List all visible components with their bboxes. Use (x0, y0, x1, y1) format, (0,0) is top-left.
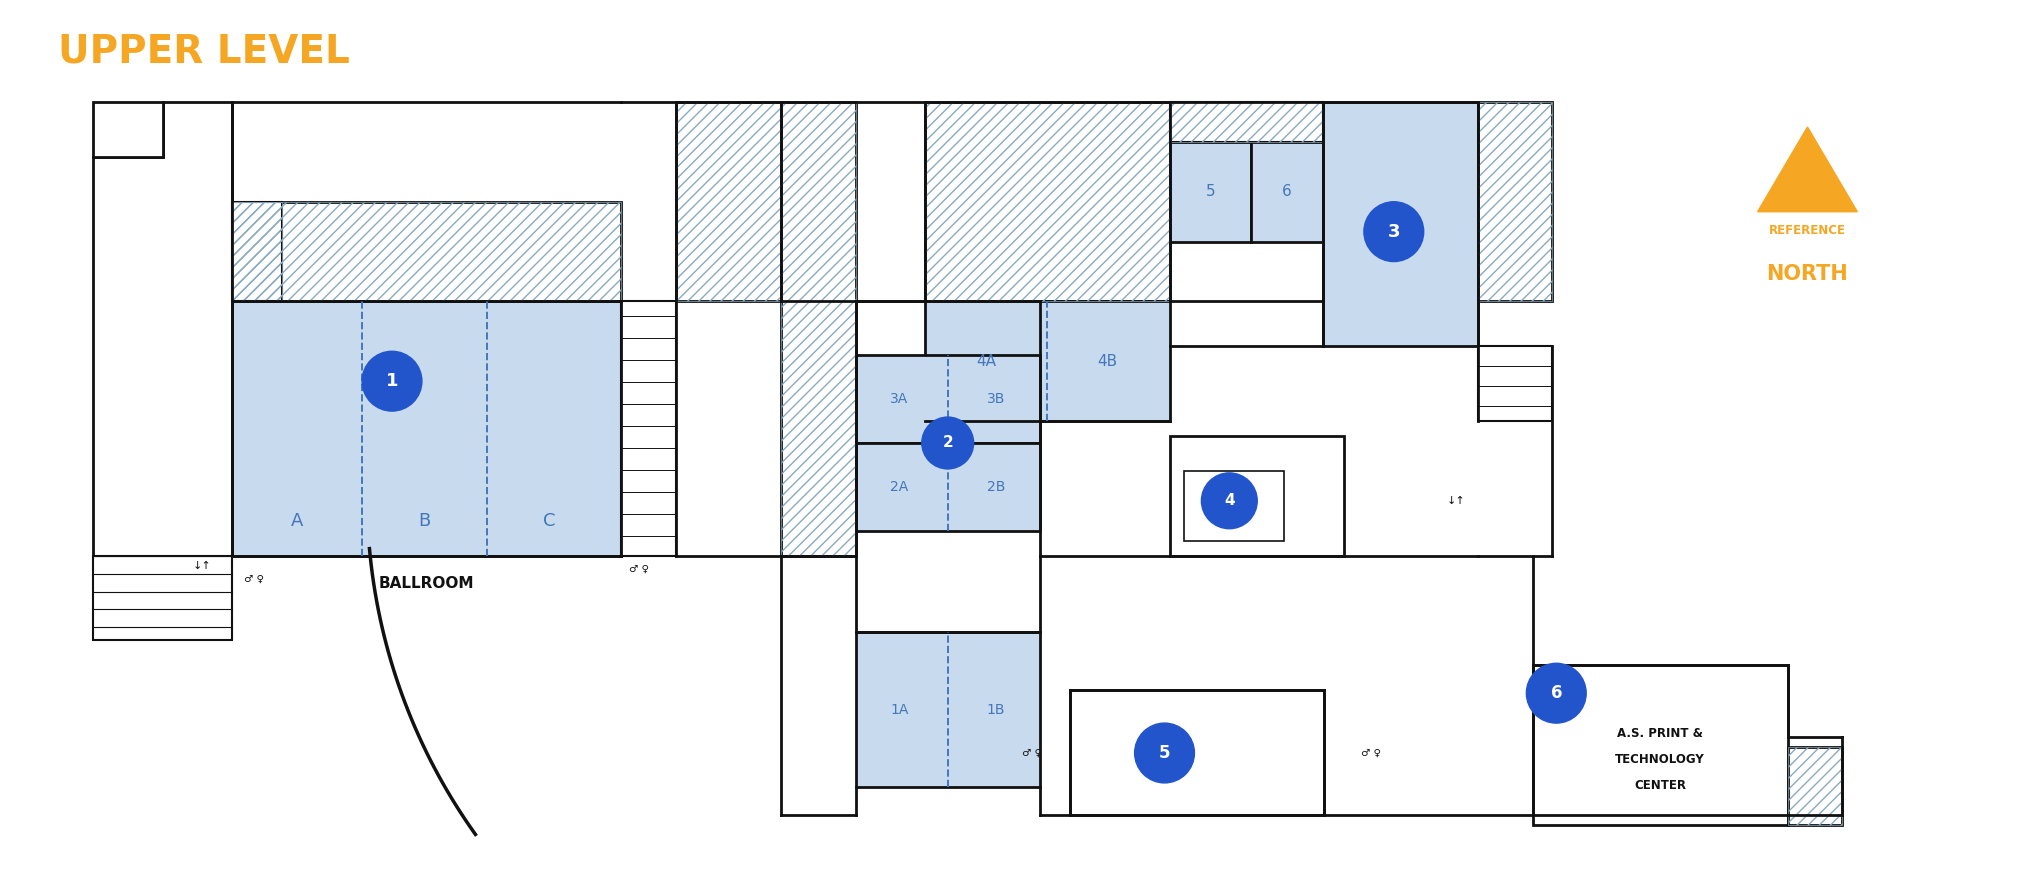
Bar (1070, 690, 1324, 815)
Circle shape (361, 351, 422, 411)
Circle shape (1202, 473, 1257, 529)
Text: UPPER LEVEL: UPPER LEVEL (59, 32, 349, 70)
Bar (1183, 471, 1285, 540)
Bar (1324, 102, 1478, 346)
Bar (1169, 102, 1324, 142)
Bar (1478, 102, 1553, 301)
Bar (676, 102, 782, 301)
Bar (233, 201, 282, 301)
Text: 3: 3 (1389, 223, 1401, 241)
Bar (676, 102, 782, 301)
Text: 3B: 3B (987, 392, 1005, 406)
Text: 2B: 2B (987, 480, 1005, 494)
Text: ♂ ♀: ♂ ♀ (1360, 748, 1380, 758)
Text: ↓↑: ↓↑ (193, 561, 211, 570)
Bar (1788, 747, 1843, 825)
Text: ♂ ♀: ♂ ♀ (629, 563, 650, 574)
Text: 2A: 2A (891, 480, 909, 494)
Text: 5: 5 (1159, 744, 1169, 762)
Text: ↓↑: ↓↑ (1445, 496, 1466, 505)
Text: 4: 4 (1224, 493, 1234, 508)
Text: 1B: 1B (987, 703, 1005, 717)
Bar (855, 632, 1039, 787)
Text: A.S. PRINT &: A.S. PRINT & (1618, 727, 1703, 740)
Polygon shape (1478, 346, 1553, 421)
Polygon shape (93, 102, 233, 555)
Text: 3A: 3A (891, 392, 909, 406)
Text: 6: 6 (1551, 684, 1561, 703)
Text: B: B (418, 512, 430, 530)
Text: A: A (290, 512, 302, 530)
Text: CENTER: CENTER (1634, 779, 1687, 792)
Text: 4A: 4A (976, 354, 997, 369)
Text: C: C (544, 512, 556, 530)
Bar (1250, 142, 1324, 242)
Bar (1324, 102, 1478, 346)
Bar (782, 102, 855, 555)
Text: 1: 1 (386, 372, 398, 390)
Bar (926, 102, 1169, 301)
Bar (233, 201, 621, 301)
Bar (782, 102, 855, 555)
Circle shape (922, 417, 974, 469)
Text: NORTH: NORTH (1766, 264, 1849, 284)
Text: 1A: 1A (891, 703, 909, 717)
Polygon shape (93, 555, 233, 640)
Text: REFERENCE: REFERENCE (1768, 223, 1845, 237)
Text: 5: 5 (1206, 184, 1216, 199)
Polygon shape (1758, 127, 1857, 212)
Bar (1169, 436, 1344, 555)
Bar (233, 201, 282, 301)
Text: TECHNOLOGY: TECHNOLOGY (1616, 753, 1705, 766)
Text: ♂ ♀: ♂ ♀ (1021, 748, 1041, 758)
Bar (855, 356, 1039, 443)
Bar (855, 443, 1039, 531)
Text: BALLROOM: BALLROOM (380, 576, 475, 590)
Bar (1169, 142, 1250, 242)
Text: ♂ ♀: ♂ ♀ (244, 574, 264, 583)
Circle shape (1135, 723, 1194, 783)
Bar (926, 301, 1169, 421)
Bar (233, 201, 621, 301)
Bar (1533, 665, 1788, 825)
Polygon shape (93, 102, 162, 157)
Circle shape (1364, 201, 1423, 262)
Bar (233, 301, 621, 555)
Text: 4B: 4B (1098, 354, 1119, 369)
Bar (1169, 102, 1324, 142)
Bar (1788, 747, 1843, 825)
Text: 2: 2 (942, 435, 954, 450)
Text: 6: 6 (1283, 184, 1291, 199)
Circle shape (1527, 663, 1585, 723)
Bar (926, 102, 1169, 301)
Bar (621, 301, 676, 555)
Bar (1478, 102, 1553, 301)
